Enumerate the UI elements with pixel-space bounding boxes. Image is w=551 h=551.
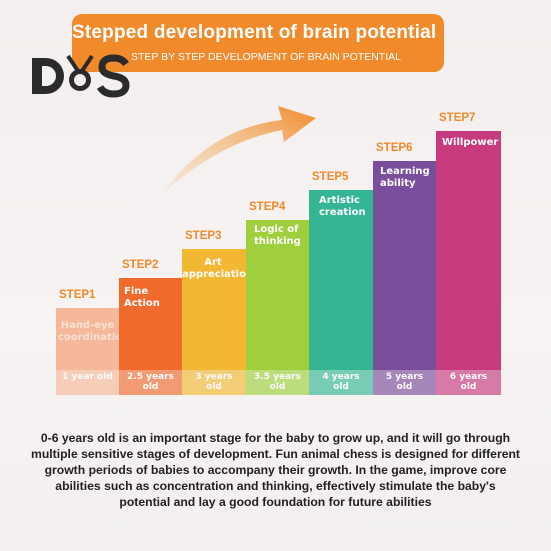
step-age-4: 3.5 years old <box>254 372 301 392</box>
growth-arrow-icon <box>162 106 316 194</box>
step-heading-2: STEP2 <box>122 259 159 271</box>
step-age-5: 4 years old <box>322 372 360 392</box>
step-age-3: 3 years old <box>195 372 233 392</box>
step-bar-5 <box>309 190 373 395</box>
age-row <box>56 370 501 395</box>
step-bar-4 <box>246 220 309 395</box>
step-age-6: 5 years old <box>385 372 424 392</box>
step-bar-6 <box>373 161 436 395</box>
page-subtitle: STEP BY STEP DEVELOPMENT OF BRAIN POTENT… <box>131 51 401 63</box>
step-label-1: Hand-eye coordination <box>58 320 130 343</box>
step-label-7: Willpower <box>442 137 499 148</box>
step-heading-3: STEP3 <box>185 230 222 242</box>
step-heading-4: STEP4 <box>249 201 286 213</box>
step-age-1: 1 year old <box>62 372 113 382</box>
page-title: Stepped development of brain potential <box>72 22 437 43</box>
step-heading-1: STEP1 <box>59 289 96 301</box>
step-heading-6: STEP6 <box>376 142 413 154</box>
step-bar-1 <box>56 308 119 395</box>
title-banner <box>72 14 444 72</box>
step-label-3: Art appreciation <box>182 257 254 280</box>
step-heading-5: STEP5 <box>312 171 349 183</box>
step-label-5: Artistic creation <box>319 195 366 218</box>
description-text: 0-6 years old is an important stage for … <box>31 431 520 509</box>
step-label-2: Fine Action <box>124 286 160 309</box>
step-age-7: 6 years old <box>449 372 488 392</box>
brand-logo <box>32 54 130 98</box>
step-heading-7: STEP7 <box>439 112 476 124</box>
step-label-6: Learning ability <box>380 166 430 189</box>
step-age-2: 2.5 years old <box>127 372 174 392</box>
step-bar-2 <box>119 278 182 395</box>
step-bar-3 <box>182 249 246 395</box>
step-label-4: Logic of thinking <box>254 224 301 247</box>
step-bar-7 <box>436 131 501 395</box>
